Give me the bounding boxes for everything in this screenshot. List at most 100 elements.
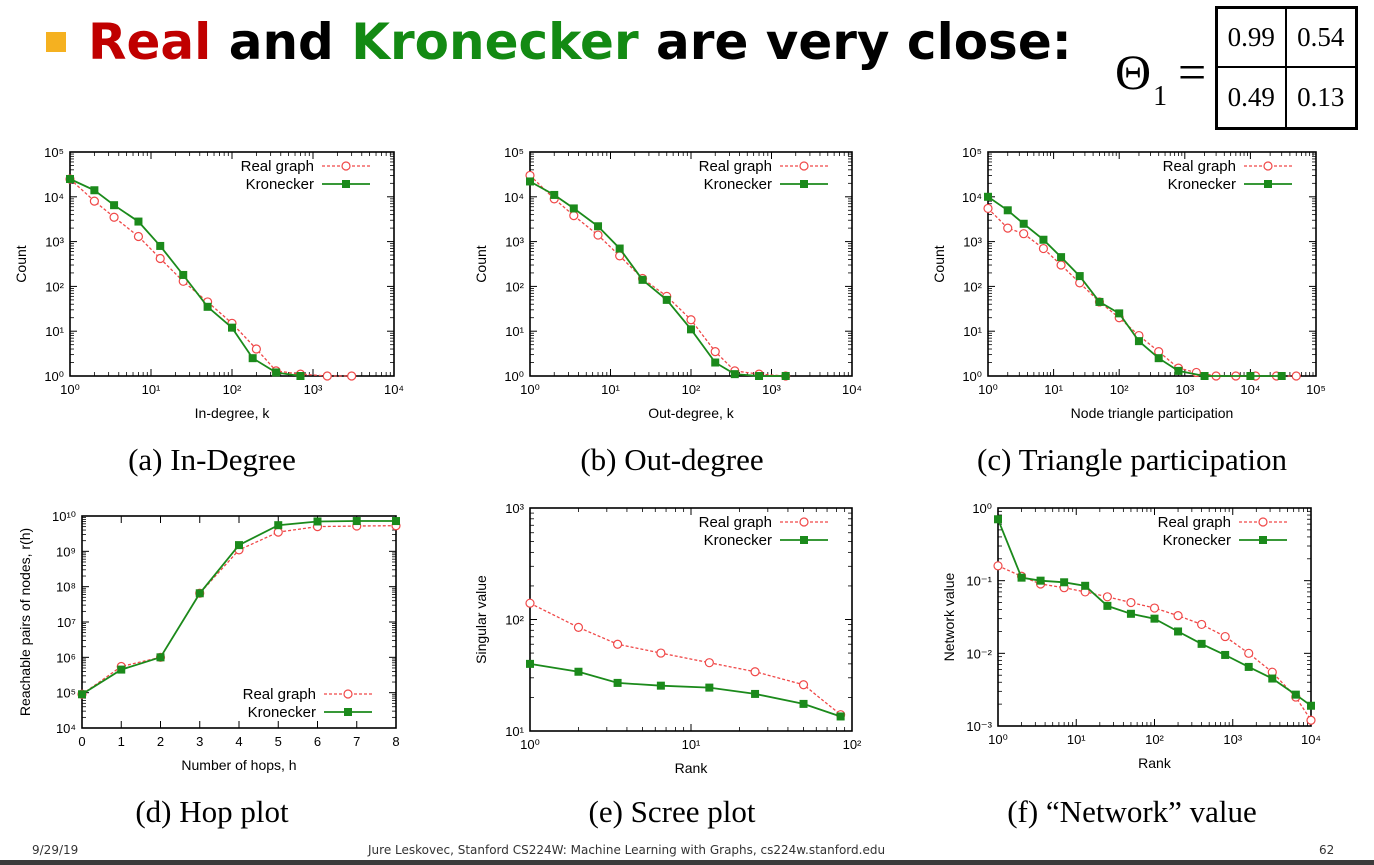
point-kronecker: [1075, 272, 1084, 281]
x-tick-label: 10³: [762, 382, 781, 397]
y-tick-label: 10⁻²: [966, 646, 992, 661]
chart-4: 10⁴ 10⁵ 10⁶ 10⁷ 10⁸ 10⁹ 10¹⁰ 0 1 2 3 4 5 6 7 8 Number of…: [17, 509, 401, 829]
point-kronecker: [1103, 601, 1112, 610]
point-kronecker: [1095, 297, 1104, 306]
point-real: [133, 231, 144, 242]
point-kronecker: [1174, 627, 1183, 636]
x-tick-label: 10⁴: [842, 382, 862, 397]
point-kronecker: [984, 192, 992, 201]
x-tick-label: 3: [196, 734, 203, 749]
point-kronecker: [110, 201, 119, 210]
point-kronecker: [1036, 576, 1045, 585]
point-kronecker: [1174, 366, 1183, 375]
point-kronecker: [615, 244, 624, 253]
point-kronecker: [781, 372, 790, 380]
point-kronecker: [550, 190, 559, 199]
chart-caption: (e) Scree plot: [589, 794, 756, 829]
x-tick-label: 10⁰: [988, 732, 1008, 747]
point-kronecker: [638, 275, 647, 284]
point-real: [686, 315, 696, 325]
x-tick-label: 10⁰: [60, 382, 80, 397]
slide-title: Real and Kronecker are very close:: [46, 10, 1072, 74]
y-tick-label: 10⁵: [56, 686, 76, 701]
x-tick-label: 5: [275, 734, 282, 749]
theta-cell-12: 0.54: [1286, 9, 1355, 68]
x-axis-label: Rank: [675, 760, 709, 776]
chart-6: 10⁻³ 10⁻² 10⁻¹ 10⁰ 10⁰ 10¹ 10² 10³ 10⁴ Rank Networ…: [941, 501, 1321, 829]
x-tick-label: 10⁰: [520, 382, 540, 397]
series-line-kronecker: [529, 663, 841, 718]
legend-label-real: Real graph: [241, 158, 314, 175]
footer-date: 9/29/19: [32, 843, 79, 857]
theta-matrix: 0.99 0.54 0.49 0.13: [1215, 6, 1358, 130]
point-real: [593, 230, 603, 240]
x-tick-label: 6: [314, 734, 321, 749]
plot-frame: [987, 151, 1317, 377]
legend-marker-real: [341, 161, 351, 171]
y-tick-label: 10⁵: [44, 145, 64, 160]
legend-label-kronecker: Kronecker: [246, 176, 314, 193]
x-tick-label: 8: [392, 734, 399, 749]
x-tick-label: 10¹: [1067, 732, 1086, 747]
legend-label-kronecker: Kronecker: [248, 704, 316, 721]
x-axis-label: Number of hops, h: [181, 757, 296, 773]
legend-marker-kronecker: [1259, 536, 1267, 544]
point-kronecker: [526, 177, 534, 186]
point-kronecker: [836, 712, 845, 721]
point-kronecker: [711, 358, 720, 367]
point-kronecker: [799, 699, 808, 708]
title-word-real: Real: [88, 13, 212, 71]
y-tick-label: 10²: [505, 613, 524, 628]
point-real: [251, 344, 261, 354]
legend-marker-kronecker: [344, 708, 352, 716]
x-tick-label: 10⁰: [520, 737, 540, 752]
point-real: [612, 639, 623, 649]
point-real: [1244, 648, 1254, 658]
point-real: [1102, 592, 1112, 602]
point-kronecker: [1134, 337, 1143, 346]
point-kronecker: [1039, 235, 1048, 244]
point-real: [525, 598, 535, 608]
x-axis-label: Rank: [1138, 755, 1172, 771]
x-axis-label: Out-degree, k: [648, 405, 735, 421]
y-tick-label: 10⁴: [504, 190, 524, 205]
point-kronecker: [195, 589, 204, 598]
point-kronecker: [574, 667, 583, 676]
point-kronecker: [78, 690, 86, 699]
legend-marker-real: [343, 689, 353, 699]
legend-marker-real: [1263, 161, 1273, 171]
chart-2: 10⁰ 10¹ 10² 10³ 10⁴ 10⁵ 10⁰ 10¹ 10² 10³ 10⁴ Out-deg…: [473, 145, 862, 477]
point-real: [1197, 619, 1207, 630]
point-kronecker: [1277, 372, 1286, 380]
x-tick-label: 10³: [1223, 732, 1242, 747]
footer-bar: [0, 860, 1374, 865]
bullet-square: [46, 31, 66, 52]
point-kronecker: [117, 665, 126, 674]
chart-caption: (a) In-Degree: [128, 442, 296, 477]
theta-subscript: 1: [1153, 81, 1168, 112]
point-real: [1019, 229, 1029, 239]
point-kronecker: [156, 653, 165, 662]
y-tick-label: 10⁶: [56, 650, 76, 665]
point-kronecker: [272, 368, 281, 377]
point-kronecker: [1291, 690, 1300, 699]
point-kronecker: [156, 241, 165, 250]
y-tick-label: 10⁵: [504, 145, 524, 160]
theta-cell-21: 0.49: [1218, 68, 1287, 127]
y-tick-label: 10⁴: [44, 190, 64, 205]
legend-label-kronecker: Kronecker: [704, 532, 772, 549]
x-tick-label: 10³: [1175, 382, 1194, 397]
y-tick-label: 10⁰: [44, 369, 64, 384]
point-real: [983, 203, 993, 214]
point-real: [704, 658, 714, 668]
legend-label-real: Real graph: [699, 514, 772, 531]
series-line-real: [529, 602, 842, 716]
point-kronecker: [1221, 650, 1230, 659]
point-real: [1056, 260, 1066, 270]
title-word-and: and: [211, 13, 352, 71]
legend-marker-kronecker: [800, 536, 808, 544]
theta-equals: =: [1178, 44, 1207, 100]
point-real: [798, 680, 809, 690]
y-tick-label: 10³: [505, 235, 524, 250]
point-kronecker: [235, 541, 243, 550]
